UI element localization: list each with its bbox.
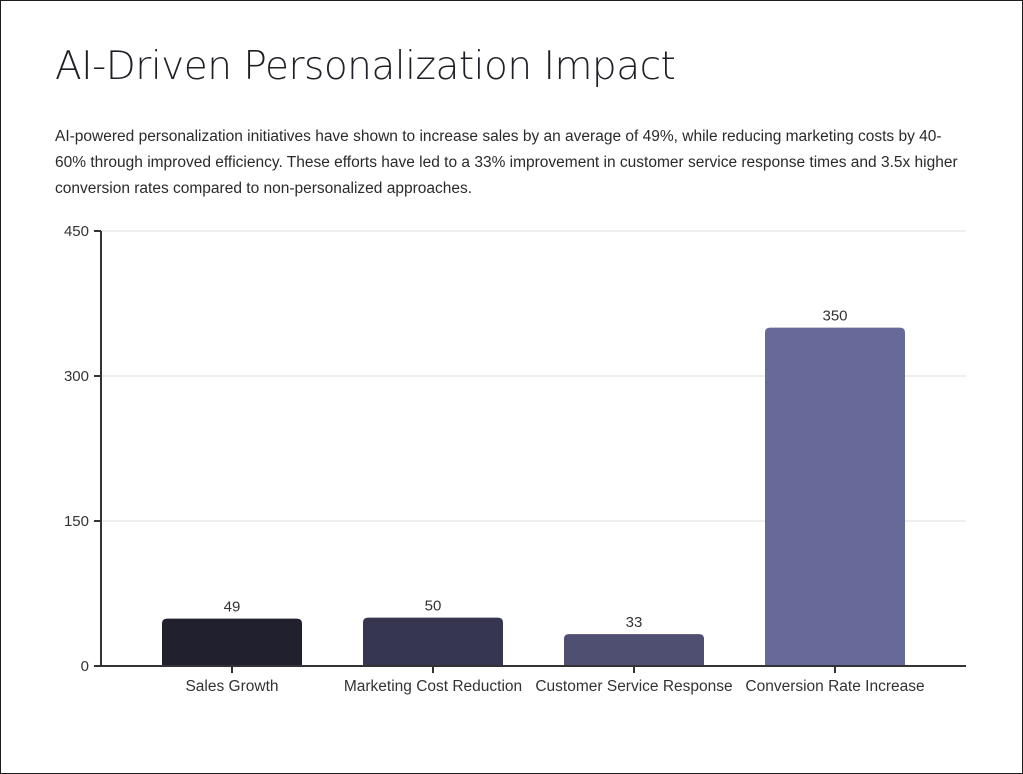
page-title: AI-Driven Personalization Impact: [55, 44, 676, 89]
page-description: AI-powered personalization initiatives h…: [55, 128, 958, 197]
y-tick-label: 0: [81, 658, 89, 675]
data-label: 49: [224, 599, 241, 616]
bar: [162, 618, 302, 666]
x-tick-label: Customer Service Response: [535, 678, 732, 695]
x-tick-label: Sales Growth: [185, 678, 278, 695]
data-label: 350: [822, 308, 847, 325]
bar: [363, 617, 503, 666]
y-tick-label: 450: [64, 223, 89, 240]
y-tick-label: 300: [64, 368, 89, 385]
data-label: 50: [425, 598, 442, 615]
x-tick-label: Conversion Rate Increase: [745, 678, 924, 695]
bar: [765, 327, 905, 666]
bar: [564, 634, 704, 666]
x-tick-label: Marketing Cost Reduction: [344, 678, 522, 695]
data-label: 33: [626, 614, 643, 631]
y-tick-label: 150: [64, 513, 89, 530]
